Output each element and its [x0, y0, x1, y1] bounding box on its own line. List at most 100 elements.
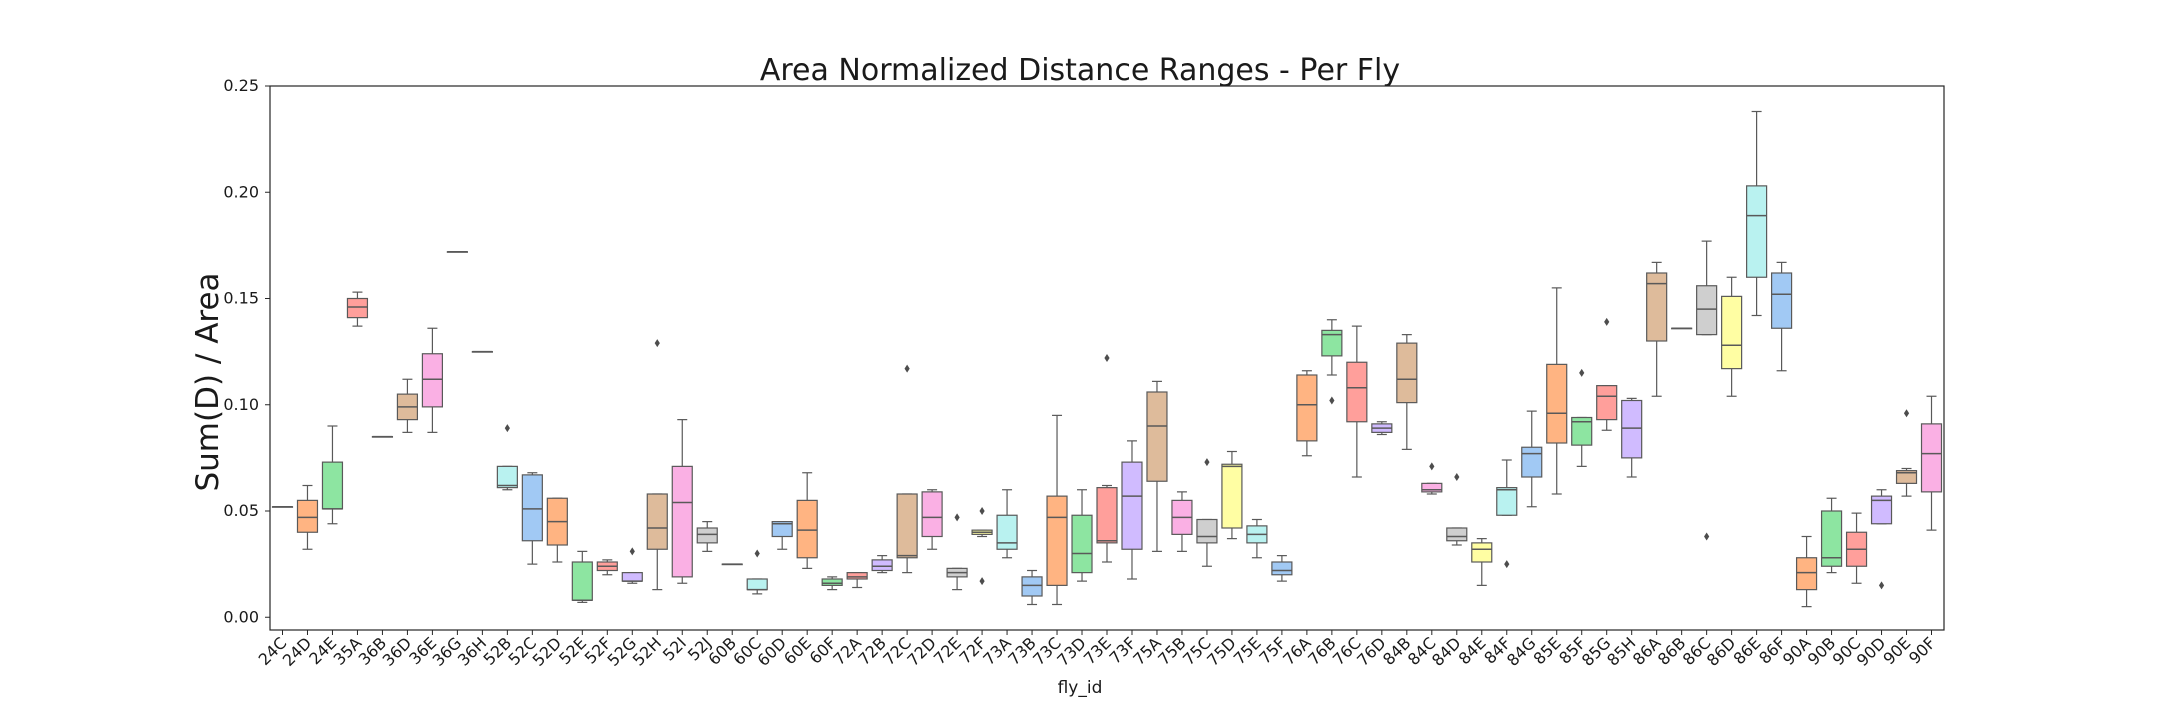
box-24D — [296, 484, 319, 550]
box-52G — [621, 547, 643, 584]
box-iqr — [1221, 463, 1243, 529]
box-iqr — [1596, 385, 1618, 421]
box-iqr — [1196, 518, 1218, 544]
box-52C — [521, 472, 543, 565]
box-iqr — [1771, 272, 1793, 329]
box-84C — [1421, 462, 1443, 495]
chart-title: Area Normalized Distance Ranges - Per Fl… — [760, 53, 1400, 88]
box-85E — [1546, 287, 1568, 495]
box-24C — [271, 506, 294, 508]
box-84D — [1446, 473, 1468, 546]
box-72B — [871, 555, 893, 574]
box-iqr — [1096, 487, 1118, 544]
box-iqr — [1146, 391, 1168, 482]
box-76B — [1321, 319, 1343, 405]
outlier-point — [1704, 532, 1710, 541]
box-52I — [671, 419, 693, 584]
box-iqr — [1795, 557, 1818, 591]
box-iqr — [846, 572, 868, 580]
box-36B — [371, 435, 394, 438]
box-90E — [1895, 409, 1918, 497]
box-60B — [721, 563, 743, 566]
box-iqr — [521, 474, 543, 542]
box-73B — [1021, 569, 1043, 606]
box-76A — [1296, 370, 1318, 457]
plot-frame — [269, 85, 1945, 631]
box-iqr — [1571, 416, 1593, 446]
box-72D — [921, 489, 943, 550]
box-85H — [1621, 397, 1643, 478]
outlier-point — [1504, 560, 1510, 569]
box-36H — [471, 350, 493, 353]
box-73F — [1121, 440, 1143, 580]
box-86B — [1671, 327, 1693, 330]
box-84G — [1521, 410, 1543, 508]
box-iqr — [921, 491, 943, 538]
box-72E — [946, 513, 968, 591]
box-72C — [896, 364, 918, 574]
y-tick-label: 0.05 — [223, 501, 259, 520]
box-52D — [546, 497, 568, 563]
box-iqr — [1721, 295, 1743, 370]
y-tick-label: 0.00 — [223, 607, 259, 626]
box-73C — [1046, 414, 1068, 606]
box-iqr — [1121, 461, 1143, 550]
box-24E — [321, 425, 344, 525]
outlier-point — [1104, 354, 1110, 362]
box-84B — [1396, 334, 1418, 450]
box-iqr — [321, 461, 344, 510]
box-iqr — [696, 527, 718, 544]
box-72F — [971, 507, 993, 586]
box-iqr — [1021, 576, 1043, 597]
box-iqr — [1895, 470, 1918, 484]
outlier-point — [629, 547, 635, 556]
box-75D — [1221, 450, 1243, 540]
box-iqr — [1621, 399, 1643, 459]
box-60E — [796, 472, 818, 569]
box-36D — [396, 378, 419, 433]
outlier-point — [1579, 368, 1585, 377]
box-iqr — [1321, 329, 1343, 357]
box-52H — [646, 339, 668, 591]
box-iqr — [1046, 495, 1068, 586]
box-iqr — [621, 572, 643, 582]
outlier-point — [1878, 581, 1885, 590]
box-60F — [821, 576, 843, 591]
x-axis-label: fly_id — [1058, 678, 1103, 698]
outlier-point — [504, 424, 510, 433]
box-series — [271, 110, 1943, 608]
box-iqr — [1646, 272, 1668, 342]
box-iqr — [296, 499, 319, 533]
box-iqr — [346, 297, 369, 319]
box-iqr — [1521, 446, 1543, 478]
outlier-point — [654, 339, 660, 348]
box-60C — [746, 549, 768, 595]
box-86E — [1746, 110, 1768, 317]
box-86D — [1721, 276, 1743, 397]
box-iqr — [1696, 285, 1718, 336]
box-iqr — [1396, 342, 1418, 404]
box-52J — [696, 521, 718, 552]
box-iqr — [1071, 514, 1093, 574]
outlier-point — [1903, 409, 1910, 418]
box-iqr — [1346, 361, 1368, 423]
box-iqr — [496, 465, 518, 489]
box-72A — [846, 572, 868, 589]
y-axis-ticks: 0.00 0.05 0.10 0.15 0.20 0.25 — [223, 76, 270, 626]
box-iqr — [571, 561, 593, 601]
box-52F — [596, 559, 618, 576]
y-tick-label: 0.10 — [223, 395, 259, 414]
box-52E — [571, 550, 593, 603]
box-60D — [771, 521, 793, 550]
box-75E — [1246, 518, 1268, 559]
box-iqr — [1820, 510, 1843, 567]
outlier-point — [979, 577, 985, 586]
box-76C — [1346, 325, 1368, 478]
box-36G — [446, 251, 468, 253]
box-84F — [1496, 459, 1518, 569]
box-85F — [1571, 368, 1593, 467]
box-iqr — [646, 493, 668, 550]
box-73E — [1096, 354, 1118, 563]
box-iqr — [771, 521, 793, 538]
